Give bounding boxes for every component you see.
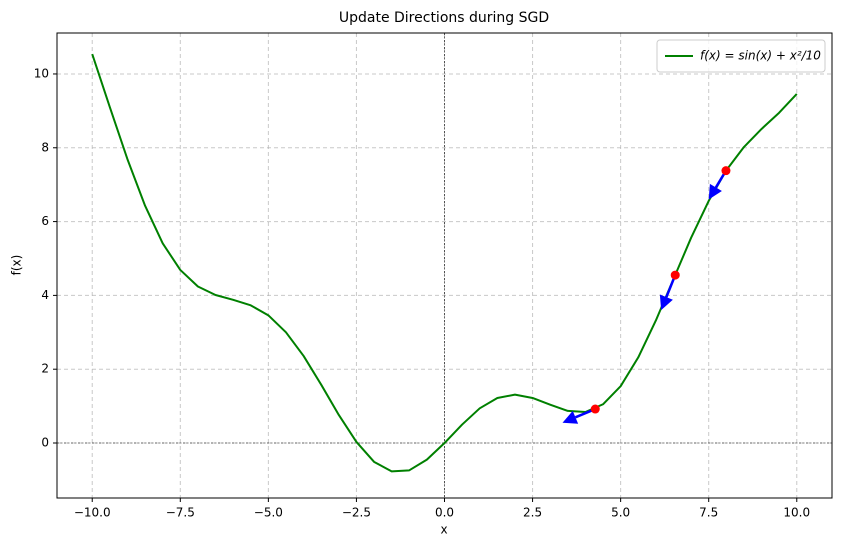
y-tick-label: 10 <box>34 66 49 80</box>
y-tick-label: 6 <box>41 214 49 228</box>
legend-box <box>656 39 826 73</box>
x-tick-label: 2.5 <box>523 506 542 520</box>
point <box>721 166 731 176</box>
x-tick-label: 7.5 <box>699 506 718 520</box>
plot-frame <box>56 32 833 499</box>
y-tick-label: 0 <box>41 436 49 450</box>
arrow-head <box>708 183 722 200</box>
x-tick-label: −5.0 <box>254 506 283 520</box>
x-tick-label: −10.0 <box>74 506 111 520</box>
x-axis-label: x <box>440 523 447 537</box>
y-axis-label: f(x) <box>10 255 24 276</box>
x-tick-label: −2.5 <box>342 506 371 520</box>
y-tick-label: 2 <box>41 362 49 376</box>
x-tick-label: 0.0 <box>435 506 454 520</box>
x-tick-label: 10.0 <box>783 506 810 520</box>
y-tick-label: 8 <box>41 140 49 154</box>
arrow-head <box>562 410 579 424</box>
y-tick-label: 4 <box>41 288 49 302</box>
arrow-head <box>659 294 673 311</box>
x-tick-label: −7.5 <box>166 506 195 520</box>
chart-title: Update Directions during SGD <box>339 10 549 26</box>
legend-label: f(x) = sin(x) + x²/10 <box>700 49 821 63</box>
point <box>590 404 600 414</box>
x-tick-label: 5.0 <box>611 506 630 520</box>
point <box>670 270 680 280</box>
line-series <box>91 53 798 473</box>
